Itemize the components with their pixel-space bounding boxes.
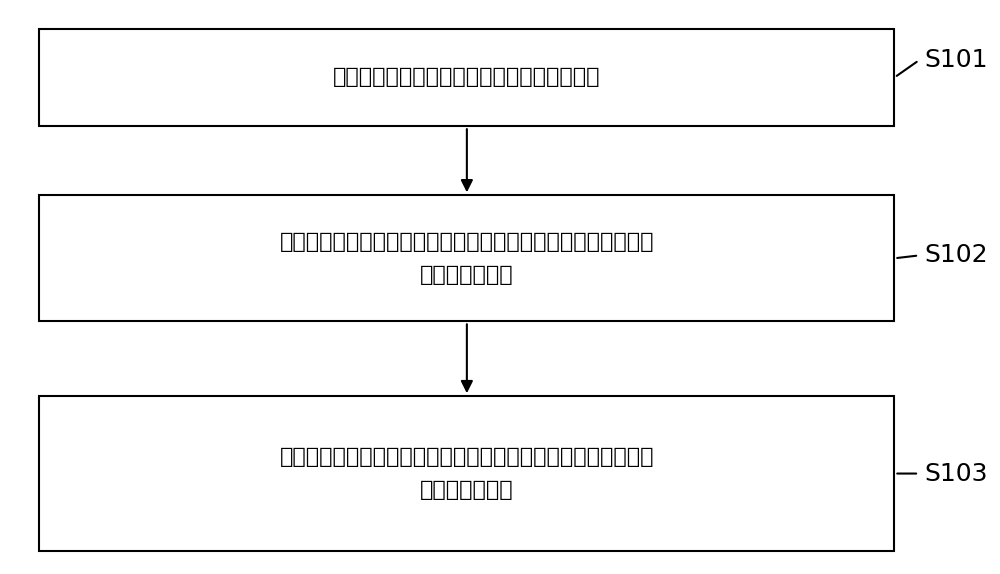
Text: 利用晶界诱导孪晶模型计算各种浓度的溶质原子对镁固溶体孪晶
形成能力的影响: 利用晶界诱导孪晶模型计算各种浓度的溶质原子对镁固溶体孪晶 形成能力的影响 — [280, 447, 654, 500]
Text: S103: S103 — [924, 461, 987, 486]
FancyBboxPatch shape — [39, 29, 894, 126]
FancyBboxPatch shape — [39, 195, 894, 321]
Text: 计算溶质原子与广义平面层错之间的相互作用: 计算溶质原子与广义平面层错之间的相互作用 — [333, 68, 601, 87]
FancyBboxPatch shape — [39, 396, 894, 551]
Text: S102: S102 — [924, 243, 988, 267]
Text: 采用均匀分布模型计算镁固溶体中各种浓度的溶质原子对广义平
面层错能的影响: 采用均匀分布模型计算镁固溶体中各种浓度的溶质原子对广义平 面层错能的影响 — [280, 232, 654, 285]
Text: S101: S101 — [924, 48, 987, 72]
